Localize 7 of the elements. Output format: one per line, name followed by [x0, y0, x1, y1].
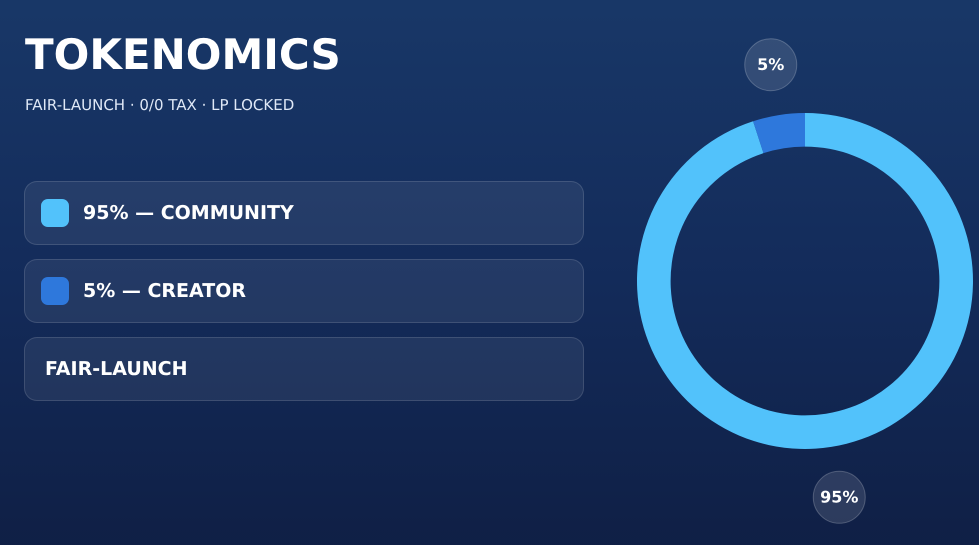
- legend-label: 5% — CREATOR: [83, 280, 246, 302]
- text: FAIR-LAUNCH · 0/0 TAX · LP LOCKED: [25, 96, 294, 114]
- data-label: 5%: [757, 54, 784, 74]
- chart-title: TOKENOMICS: [25, 30, 341, 79]
- text: FAIR-LAUNCH: [44, 358, 188, 380]
- data-label: 95%: [820, 487, 858, 506]
- legend-label: 95% — COMMUNITY: [83, 202, 294, 224]
